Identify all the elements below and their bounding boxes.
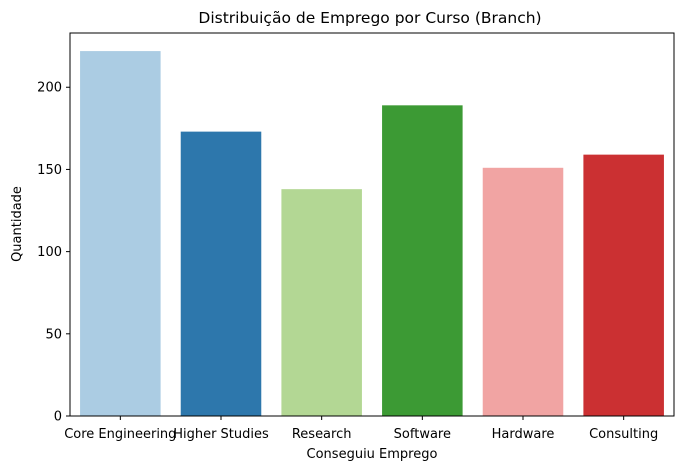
x-tick-label: Software (394, 427, 451, 442)
x-tick-label: Higher Studies (173, 427, 269, 442)
y-axis-ticks: 0 50 100 150 200 (37, 81, 70, 425)
x-tick-label: Hardware (492, 427, 555, 442)
y-tick-label: 0 (54, 410, 62, 425)
bar-software (382, 105, 463, 417)
x-axis-title: Conseguiu Emprego (307, 447, 438, 462)
chart-title: Distribuição de Emprego por Curso (Branc… (198, 9, 541, 27)
bar-core-engineering (80, 51, 161, 417)
y-axis-title: Quantidade (10, 186, 25, 262)
y-tick-label: 200 (37, 81, 62, 96)
plot-frame (69, 32, 675, 417)
x-tick-label: Research (292, 427, 352, 442)
bar-hardware (482, 167, 564, 416)
y-tick-label: 150 (37, 163, 62, 178)
bar-consulting (583, 154, 664, 417)
bar-research (281, 189, 362, 416)
bars-group (80, 51, 664, 417)
bar-higher-studies (180, 131, 262, 417)
y-tick-label: 50 (45, 327, 62, 342)
x-tick-label: Consulting (589, 427, 658, 442)
y-tick-label: 100 (37, 245, 62, 260)
x-tick-label: Core Engineering (64, 427, 176, 442)
